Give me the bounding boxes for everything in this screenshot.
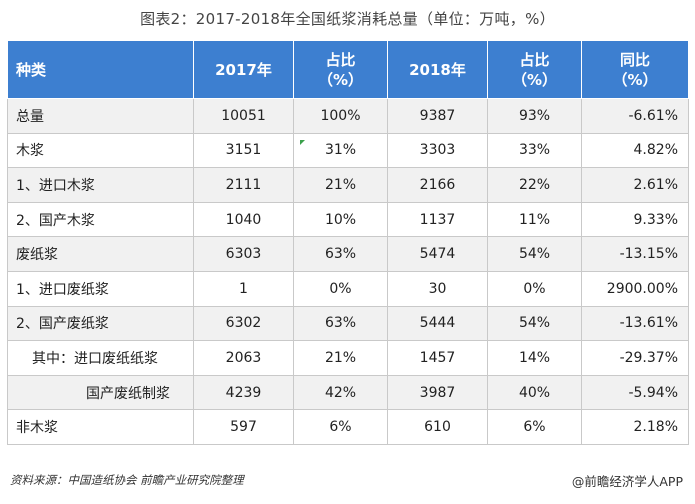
- share-2017-cell: 10%: [293, 201, 388, 238]
- value-2018-cell: 5474: [387, 236, 488, 272]
- header-cell: 2018年: [387, 40, 488, 99]
- header-label: 占比: [325, 50, 356, 69]
- value-2017-cell: 1: [193, 270, 294, 307]
- category-cell: 2、国产木浆: [7, 201, 194, 238]
- value-2018-cell: 610: [387, 409, 488, 445]
- share-2018-cell: 22%: [487, 167, 582, 203]
- table-row: 2、国产木浆 1040 10% 1137 11% 9.33%: [7, 201, 689, 238]
- value-2017-cell: 4239: [193, 374, 294, 411]
- value-2018-cell: 30: [387, 270, 488, 307]
- header-unit: （%）: [317, 70, 364, 89]
- header-label: 同比: [619, 50, 650, 69]
- yoy-cell: -6.61%: [581, 98, 689, 134]
- value-2018-cell: 9387: [387, 98, 488, 134]
- table-row: 总量 10051 100% 9387 93% -6.61%: [7, 98, 689, 134]
- header-cell: 同比 （%）: [581, 40, 689, 99]
- header-label: 2018年: [409, 60, 466, 79]
- value-2017-cell: 10051: [193, 98, 294, 134]
- yoy-cell: -13.15%: [581, 236, 689, 272]
- table-row: 国产废纸制浆 4239 42% 3987 40% -5.94%: [7, 374, 689, 411]
- share-2018-cell: 33%: [487, 132, 582, 169]
- value-2018-cell: 2166: [387, 167, 488, 203]
- table-header-row: 种类 2017年 占比 （%） 2018年 占比 （%） 同比 （%）: [7, 40, 689, 99]
- share-2018-cell: 93%: [487, 98, 582, 134]
- value-2018-cell: 3303: [387, 132, 488, 169]
- share-2017-cell: 6%: [293, 409, 388, 445]
- yoy-cell: -5.94%: [581, 374, 689, 411]
- share-2018-cell: 0%: [487, 270, 582, 307]
- table-row: 其中：进口废纸纸浆 2063 21% 1457 14% -29.37%: [7, 340, 689, 376]
- share-2018-cell: 54%: [487, 236, 582, 272]
- yoy-cell: 2.61%: [581, 167, 689, 203]
- value-2018-cell: 5444: [387, 305, 488, 342]
- share-2018-cell: 6%: [487, 409, 582, 445]
- category-cell: 2、国产废纸浆: [7, 305, 194, 342]
- value-2017-cell: 1040: [193, 201, 294, 238]
- brand-credit: @前瞻经济学人APP: [571, 474, 683, 489]
- yoy-cell: 2900.00%: [581, 270, 689, 307]
- value-2017-cell: 597: [193, 409, 294, 445]
- yoy-cell: -13.61%: [581, 305, 689, 342]
- category-cell: 非木浆: [7, 409, 194, 445]
- share-2017-cell: 21%: [293, 340, 388, 376]
- header-label: 种类: [16, 60, 47, 79]
- table-row: 木浆 3151 31% 3303 33% 4.82%: [7, 132, 689, 169]
- yoy-cell: 2.18%: [581, 409, 689, 445]
- pulp-consumption-table: 种类 2017年 占比 （%） 2018年 占比 （%） 同比 （%） 总量 10051 100% 9…: [7, 40, 689, 445]
- header-cell: 占比 （%）: [293, 40, 388, 99]
- yoy-cell: 4.82%: [581, 132, 689, 169]
- header-cell: 种类: [7, 40, 194, 99]
- header-cell: 占比 （%）: [487, 40, 582, 99]
- header-unit: （%）: [612, 70, 658, 89]
- share-2018-cell: 11%: [487, 201, 582, 238]
- category-cell: 1、进口废纸浆: [7, 270, 194, 307]
- share-2017-cell: 0%: [293, 270, 388, 307]
- value-2017-cell: 6302: [193, 305, 294, 342]
- share-2018-cell: 54%: [487, 305, 582, 342]
- category-cell: 1、进口木浆: [7, 167, 194, 203]
- share-2017-cell: 100%: [293, 98, 388, 134]
- value-2018-cell: 1137: [387, 201, 488, 238]
- data-table-container: 种类 2017年 占比 （%） 2018年 占比 （%） 同比 （%） 总量 10051 100% 9…: [7, 40, 689, 445]
- cell-marker: [300, 140, 305, 145]
- category-cell: 木浆: [7, 132, 194, 169]
- table-row: 非木浆 597 6% 610 6% 2.18%: [7, 409, 689, 445]
- value-2017-cell: 3151: [193, 132, 294, 169]
- value-2017-cell: 2111: [193, 167, 294, 203]
- share-2017-cell: 21%: [293, 167, 388, 203]
- share-2018-cell: 40%: [487, 374, 582, 411]
- header-label: 2017年: [215, 60, 272, 79]
- category-cell: 废纸浆: [7, 236, 194, 272]
- table-row: 2、国产废纸浆 6302 63% 5444 54% -13.61%: [7, 305, 689, 342]
- value-2018-cell: 3987: [387, 374, 488, 411]
- share-2017-cell: 31%: [293, 132, 388, 169]
- source-note: 资料来源：中国造纸协会 前瞻产业研究院整理: [10, 473, 244, 487]
- share-2017-cell: 63%: [293, 305, 388, 342]
- category-cell: 总量: [7, 98, 194, 134]
- yoy-cell: -29.37%: [581, 340, 689, 376]
- table-row: 废纸浆 6303 63% 5474 54% -13.15%: [7, 236, 689, 272]
- table-row: 1、进口木浆 2111 21% 2166 22% 2.61%: [7, 167, 689, 203]
- table-row: 1、进口废纸浆 1 0% 30 0% 2900.00%: [7, 270, 689, 307]
- yoy-cell: 9.33%: [581, 201, 689, 238]
- table-title: 图表2：2017-2018年全国纸浆消耗总量（单位：万吨，%）: [140, 10, 555, 28]
- category-cell: 其中：进口废纸纸浆: [7, 340, 194, 376]
- share-2018-cell: 14%: [487, 340, 582, 376]
- share-2017-cell: 42%: [293, 374, 388, 411]
- category-cell: 国产废纸制浆: [7, 374, 194, 411]
- share-2017-cell: 63%: [293, 236, 388, 272]
- value-2017-cell: 6303: [193, 236, 294, 272]
- header-cell: 2017年: [193, 40, 294, 99]
- header-unit: （%）: [511, 70, 558, 89]
- table-body: 总量 10051 100% 9387 93% -6.61% 木浆 3151 31% 3303 33%…: [7, 98, 689, 445]
- value-2018-cell: 1457: [387, 340, 488, 376]
- value-2017-cell: 2063: [193, 340, 294, 376]
- header-label: 占比: [519, 50, 550, 69]
